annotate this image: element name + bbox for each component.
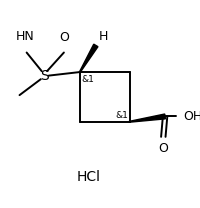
Text: &1: &1 <box>81 75 94 84</box>
Polygon shape <box>129 114 165 122</box>
Text: O: O <box>158 142 167 155</box>
Polygon shape <box>79 44 97 72</box>
Text: O: O <box>59 31 69 44</box>
Text: HN: HN <box>15 30 34 43</box>
Text: &1: &1 <box>115 111 128 120</box>
Text: S: S <box>40 69 49 83</box>
Text: H: H <box>98 30 107 43</box>
Text: OH: OH <box>182 110 200 123</box>
Text: HCl: HCl <box>76 170 100 184</box>
